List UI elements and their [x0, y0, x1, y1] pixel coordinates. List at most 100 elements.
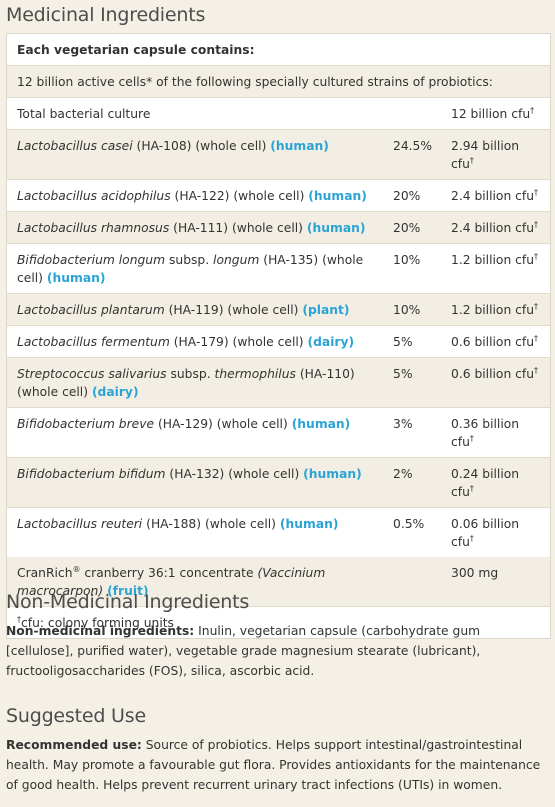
- strain-name: Lactobacillus acidophilus (HA-122) (whol…: [17, 187, 393, 205]
- total-culture-amount: 12 billion cfu†: [451, 105, 540, 123]
- strain-detail: (HA-111) (whole cell): [169, 221, 307, 235]
- strain-row: Streptococcus salivarius subsp. thermoph…: [7, 358, 550, 408]
- strain-source: (human): [306, 221, 366, 235]
- strain-name: Lactobacillus rhamnosus (HA-111) (whole …: [17, 219, 393, 237]
- dagger-mark: †: [534, 219, 539, 229]
- strain-source: (human): [279, 517, 339, 531]
- strain-species: Lactobacillus plantarum: [17, 303, 165, 317]
- cranberry-brand: CranRich: [17, 566, 73, 580]
- cranberry-text: cranberry 36:1 concentrate: [80, 566, 258, 580]
- strain-percent: 20%: [393, 189, 421, 203]
- strain-name: Bifidobacterium bifidum (HA-132) (whole …: [17, 465, 393, 483]
- amount-value: 1.2 billion cfu: [451, 253, 535, 267]
- strain-subsp-label: subsp.: [166, 367, 215, 381]
- strain-amount: 0.06 billion cfu†: [451, 515, 540, 551]
- strain-detail: (HA-110) (whole cell): [17, 367, 355, 399]
- capsule-contains-label: Each vegetarian capsule contains:: [17, 43, 255, 57]
- strain-species: Lactobacillus casei: [17, 139, 133, 153]
- amount-value: 12 billion cfu: [451, 107, 531, 121]
- strain-row: Lactobacillus rhamnosus (HA-111) (whole …: [7, 212, 550, 244]
- dagger-mark: †: [469, 155, 474, 165]
- strain-percent: 2%: [393, 467, 413, 481]
- strain-source: (human): [303, 467, 362, 481]
- strain-detail: (HA-129) (whole cell): [154, 417, 292, 431]
- table-intro-row: 12 billion active cells* of the followin…: [7, 66, 550, 98]
- strain-amount: 0.6 billion cfu†: [451, 365, 540, 383]
- strain-subspecies: longum: [213, 253, 260, 267]
- strain-list: Lactobacillus casei (HA-108) (whole cell…: [7, 130, 550, 557]
- dagger-mark: †: [534, 187, 539, 197]
- strain-detail: (HA-132) (whole cell): [165, 467, 304, 481]
- strain-detail: (HA-119) (whole cell): [164, 303, 303, 317]
- amount-value: 2.4 billion cfu: [451, 221, 535, 235]
- strain-source: (human): [270, 139, 329, 153]
- amount-value: 0.36 billion cfu: [451, 417, 520, 449]
- probiotic-intro-text: 12 billion active cells* of the followin…: [17, 75, 493, 89]
- dagger-mark: †: [534, 251, 539, 261]
- strain-percent: 20%: [393, 221, 421, 235]
- cranberry-amount: 300 mg: [451, 566, 499, 580]
- amount-value: 0.6 billion cfu: [451, 335, 535, 349]
- recommended-use-label: Recommended use:: [6, 738, 142, 752]
- strain-name: Bifidobacterium breve (HA-129) (whole ce…: [17, 415, 393, 433]
- strain-amount: 0.36 billion cfu†: [451, 415, 540, 451]
- strain-species: Bifidobacterium bifidum: [17, 467, 166, 481]
- cranberry-source: (fruit): [107, 584, 149, 598]
- strain-species: Lactobacillus fermentum: [17, 335, 170, 349]
- dagger-mark: †: [469, 433, 474, 443]
- strain-row: Lactobacillus casei (HA-108) (whole cell…: [7, 130, 550, 180]
- strain-detail: (HA-135) (whole cell): [17, 253, 364, 285]
- cfu-footnote: †cfu: colony forming units: [17, 614, 540, 632]
- strain-name: Lactobacillus reuteri (HA-188) (whole ce…: [17, 515, 393, 533]
- strain-amount: 1.2 billion cfu†: [451, 301, 540, 319]
- strain-detail: (HA-122) (whole cell): [170, 189, 309, 203]
- dagger-mark: †: [534, 333, 539, 343]
- strain-subsp-label: subsp.: [165, 253, 214, 267]
- recommended-use-body: Source of probiotics. Helps support inte…: [6, 738, 541, 792]
- strain-detail: (HA-179) (whole cell): [169, 335, 308, 349]
- strain-row: Lactobacillus acidophilus (HA-122) (whol…: [7, 180, 550, 212]
- strain-row: Bifidobacterium bifidum (HA-132) (whole …: [7, 458, 550, 508]
- strain-source: (plant): [302, 303, 350, 317]
- amount-value: 2.94 billion cfu: [451, 139, 520, 171]
- suggested-use-title: Suggested Use: [6, 705, 146, 727]
- strain-source: (human): [291, 417, 351, 431]
- dagger-mark: †: [469, 483, 474, 493]
- strain-source: (human): [46, 271, 106, 285]
- amount-value: 2.4 billion cfu: [451, 189, 535, 203]
- strain-name: Lactobacillus casei (HA-108) (whole cell…: [17, 137, 393, 155]
- footnote-text: cfu: colony forming units: [21, 616, 174, 630]
- strain-source: (human): [308, 189, 367, 203]
- non-medicinal-label: Non-medicinal ingredients:: [6, 624, 195, 638]
- non-medicinal-ingredients-title: Non-Medicinal Ingredients: [6, 591, 250, 613]
- amount-value: 1.2 billion cfu: [451, 303, 535, 317]
- strain-row: Lactobacillus reuteri (HA-188) (whole ce…: [7, 508, 550, 557]
- strain-species: Bifidobacterium breve: [17, 417, 155, 431]
- strain-percent: 10%: [393, 253, 421, 267]
- strain-species: Lactobacillus reuteri: [17, 517, 143, 531]
- strain-species: Streptococcus salivarius: [17, 367, 167, 381]
- footnote-row: †cfu: colony forming units: [7, 607, 550, 638]
- cranberry-row: CranRich® cranberry 36:1 concentrate (Va…: [7, 557, 550, 607]
- medicinal-ingredients-title: Medicinal Ingredients: [6, 4, 206, 26]
- non-medicinal-ingredients-text: Non-medicinal ingredients: Inulin, veget…: [6, 621, 549, 681]
- strain-detail: (HA-188) (whole cell): [142, 517, 280, 531]
- strain-row: Bifidobacterium breve (HA-129) (whole ce…: [7, 408, 550, 458]
- strain-source: (dairy): [91, 385, 139, 399]
- registered-mark: ®: [72, 564, 81, 574]
- strain-percent: 5%: [393, 335, 413, 349]
- ingredients-table: Each vegetarian capsule contains: 12 bil…: [6, 33, 551, 639]
- strain-species: Lactobacillus acidophilus: [17, 189, 171, 203]
- strain-amount: 2.4 billion cfu†: [451, 219, 540, 237]
- strain-row: Lactobacillus fermentum (HA-179) (whole …: [7, 326, 550, 358]
- dagger-mark: †: [530, 105, 535, 115]
- amount-value: 0.06 billion cfu: [451, 517, 520, 549]
- amount-value: 0.6 billion cfu: [451, 367, 535, 381]
- strain-detail: (HA-108) (whole cell): [132, 139, 271, 153]
- dagger-mark: †: [534, 365, 539, 375]
- strain-amount: 1.2 billion cfu†: [451, 251, 540, 269]
- dagger-mark: †: [534, 301, 539, 311]
- strain-percent: 24.5%: [393, 139, 433, 153]
- strain-name: Lactobacillus fermentum (HA-179) (whole …: [17, 333, 393, 351]
- strain-species: Lactobacillus rhamnosus: [17, 221, 170, 235]
